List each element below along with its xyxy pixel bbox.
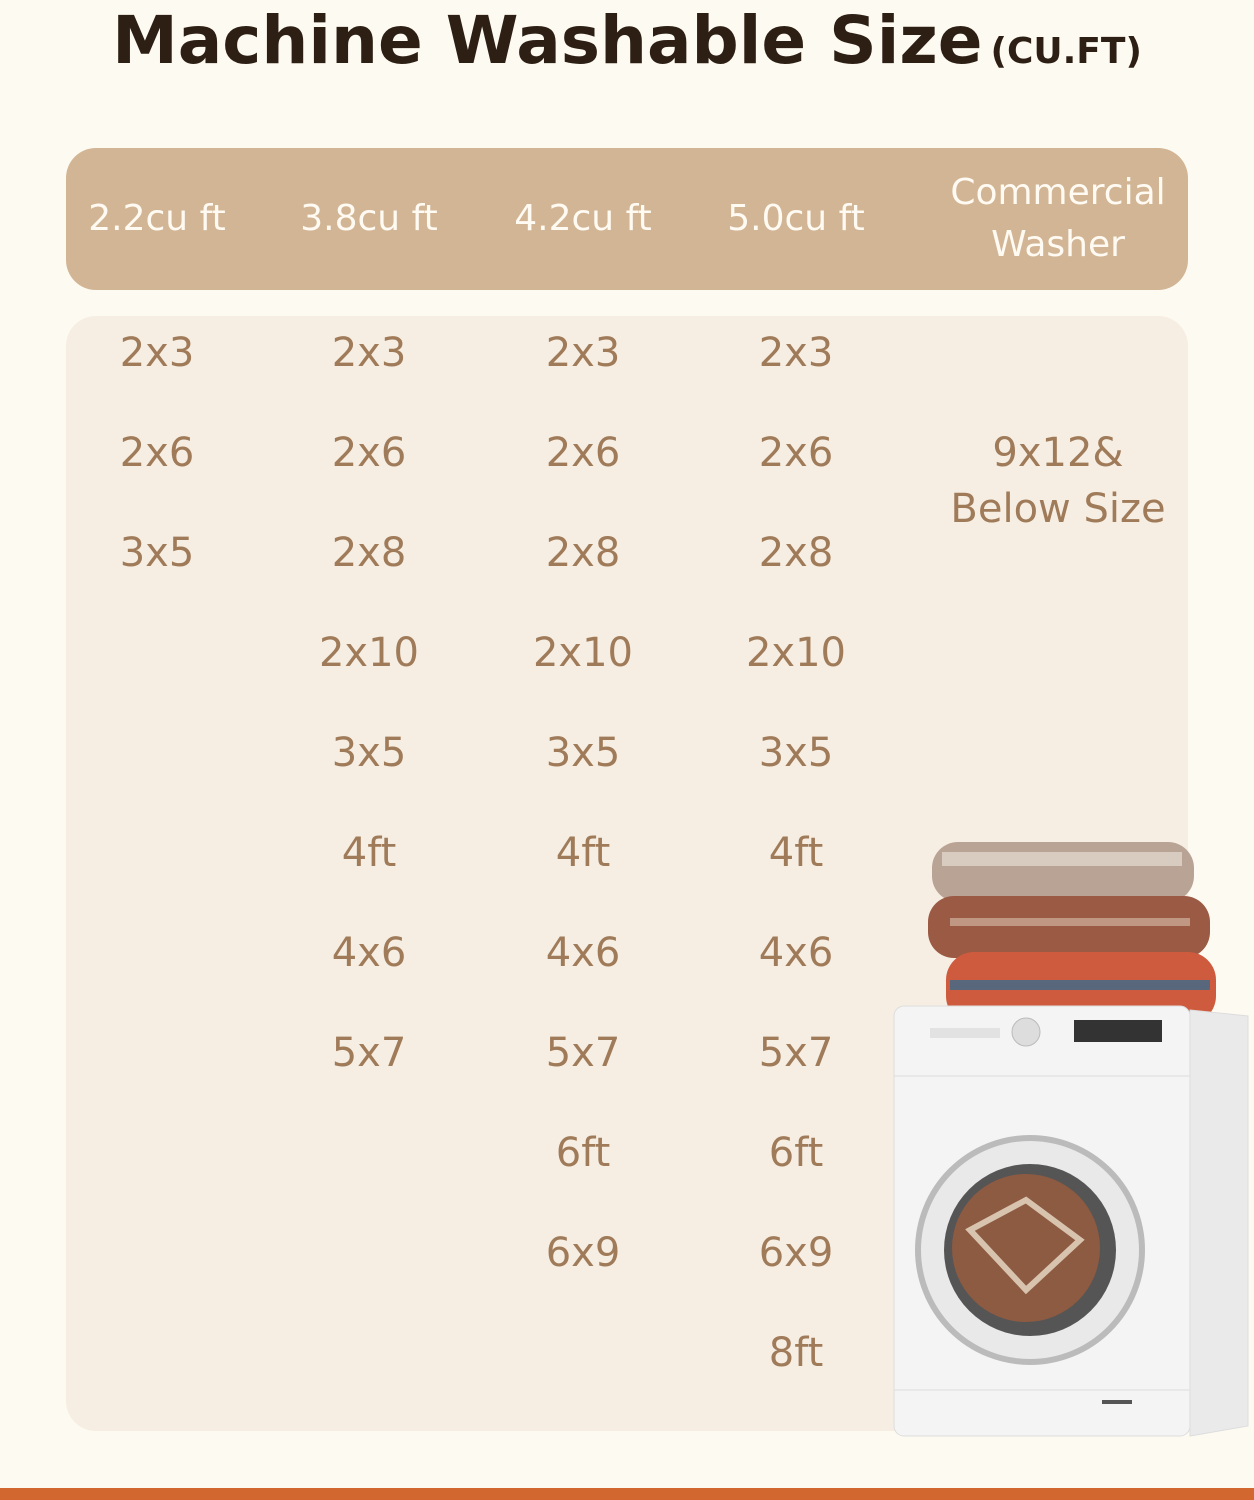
page-title: Machine Washable Size (CU.FT) xyxy=(0,2,1254,79)
size-cell: 6x9 xyxy=(545,1230,621,1276)
size-cell: 4ft xyxy=(768,830,824,876)
size-cell: 2x6 xyxy=(758,430,834,476)
column-header: 4.2cu ft xyxy=(514,198,652,239)
size-cell: 4x6 xyxy=(331,930,407,976)
title-main: Machine Washable Size xyxy=(112,2,983,79)
size-cell: 2x10 xyxy=(318,630,420,676)
rug-stack-icon xyxy=(928,842,1216,1024)
size-cell: 5x7 xyxy=(758,1030,834,1076)
size-cell: 3x5 xyxy=(758,730,834,776)
size-cell: 2x6 xyxy=(545,430,621,476)
size-cell: 2x6 xyxy=(119,430,195,476)
size-cell: 2x8 xyxy=(758,530,834,576)
size-cell: 3x5 xyxy=(331,730,407,776)
size-cell: 4x6 xyxy=(545,930,621,976)
size-cell: 2x3 xyxy=(331,330,407,376)
title-unit: (CU.FT) xyxy=(990,31,1142,72)
size-cell: 2x3 xyxy=(119,330,195,376)
column-header: Commercial Washer xyxy=(950,172,1166,265)
size-cell: 2x10 xyxy=(532,630,634,676)
size-cell: 6ft xyxy=(768,1130,824,1176)
size-cell: 4ft xyxy=(341,830,397,876)
size-cell: 2x10 xyxy=(745,630,847,676)
size-cell: 3x5 xyxy=(119,530,195,576)
size-cell: 8ft xyxy=(768,1330,824,1376)
size-cell: 2x3 xyxy=(758,330,834,376)
size-cell: 2x6 xyxy=(331,430,407,476)
size-cell: 2x8 xyxy=(545,530,621,576)
size-cell: 2x3 xyxy=(545,330,621,376)
size-cell: 5x7 xyxy=(331,1030,407,1076)
size-cell: 3x5 xyxy=(545,730,621,776)
column-header: 5.0cu ft xyxy=(727,198,865,239)
accent-bar xyxy=(0,1488,1254,1500)
size-cell: 5x7 xyxy=(545,1030,621,1076)
size-cell: 9x12& Below Size xyxy=(950,430,1166,532)
column-header: 3.8cu ft xyxy=(300,198,438,239)
table-header xyxy=(66,148,1188,290)
size-cell: 6ft xyxy=(555,1130,611,1176)
washing-machine-icon xyxy=(893,842,1249,1437)
size-cell: 4x6 xyxy=(758,930,834,976)
size-cell: 4ft xyxy=(555,830,611,876)
size-cell: 6x9 xyxy=(758,1230,834,1276)
column-header: 2.2cu ft xyxy=(88,198,226,239)
size-cell: 2x8 xyxy=(331,530,407,576)
